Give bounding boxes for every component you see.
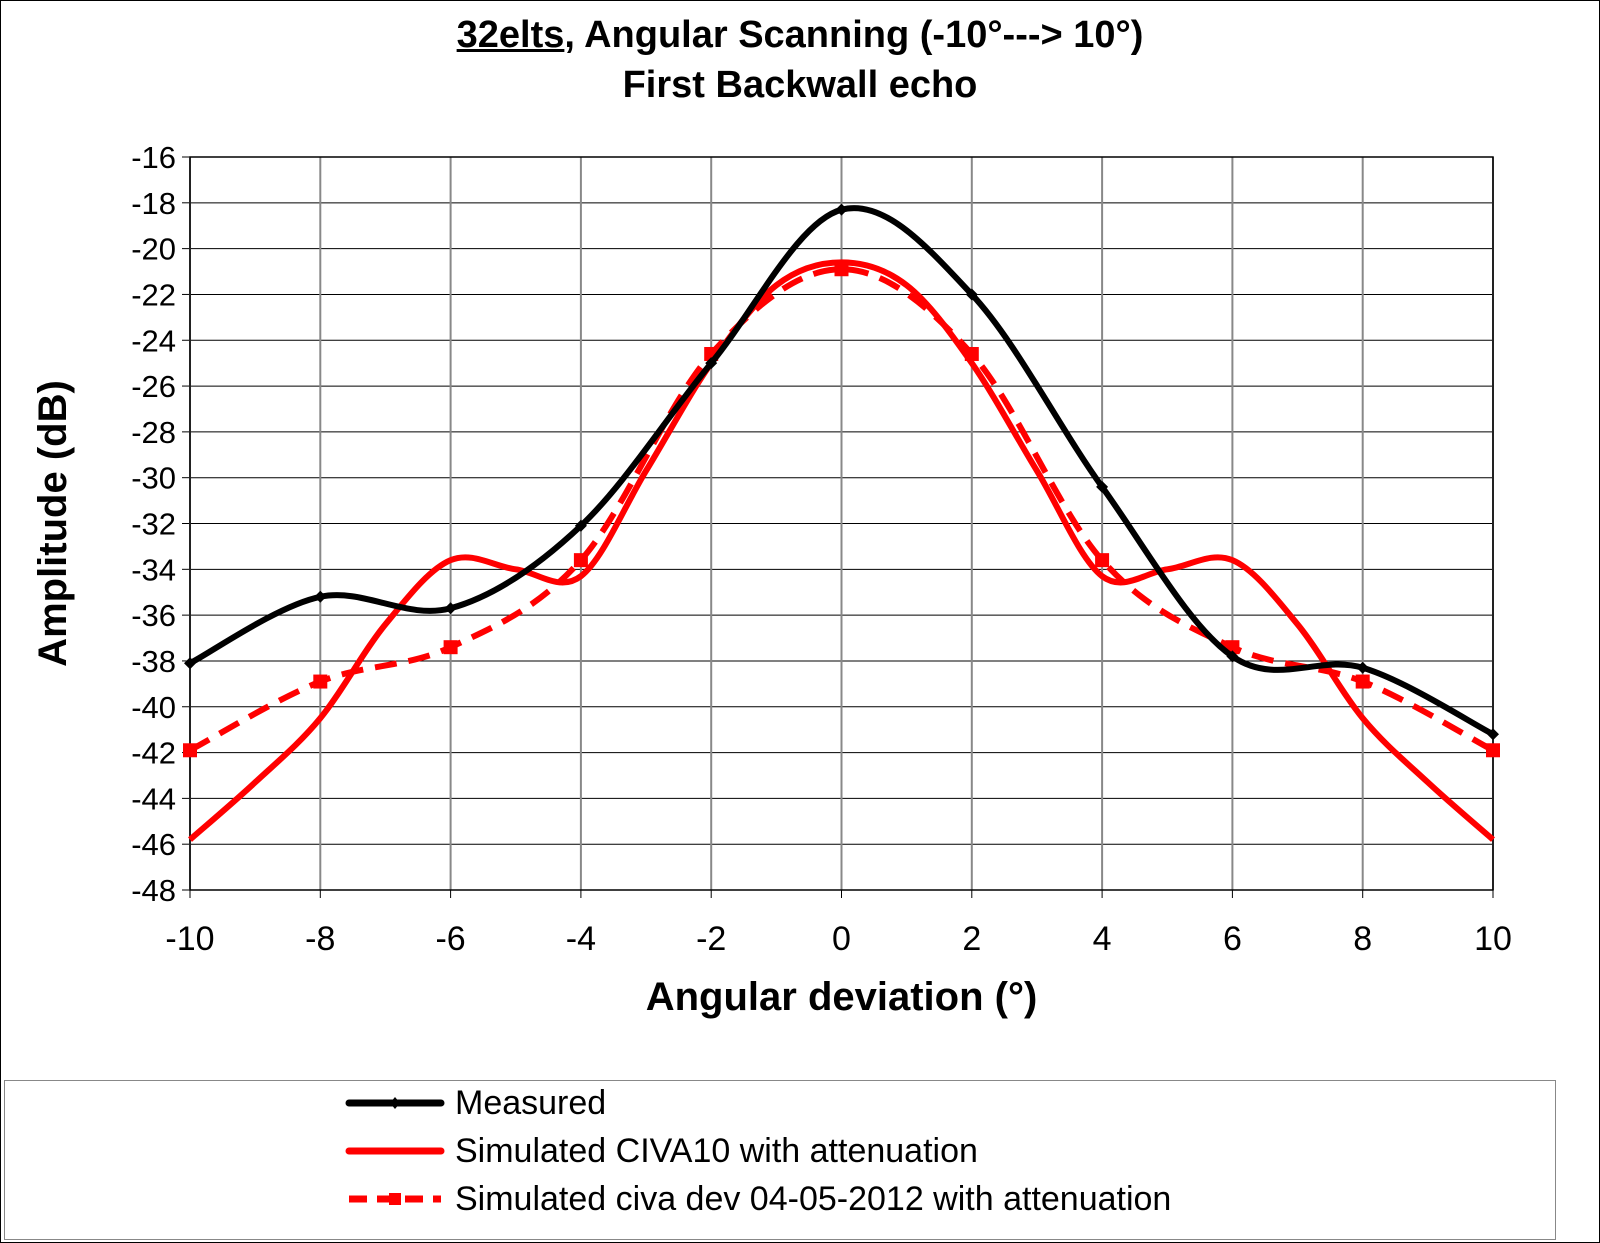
data-point-civa-dev <box>1486 743 1500 758</box>
legend: Measured Simulated CIVA10 with attenuati… <box>4 1080 1556 1240</box>
data-point-measured <box>314 590 327 603</box>
y-tick-label: -16 <box>131 140 176 175</box>
data-point-civa-dev <box>964 346 979 361</box>
y-tick-label: -18 <box>131 186 176 221</box>
data-point-civa-dev <box>183 743 197 758</box>
plot-area <box>189 156 1494 891</box>
data-point-measured <box>835 203 848 216</box>
x-tick-label: 4 <box>1093 920 1112 958</box>
data-point-civa-dev <box>1095 553 1110 568</box>
x-tick-label: 2 <box>962 920 981 958</box>
x-axis-label: Angular deviation (°) <box>646 975 1038 1019</box>
title-rest: , Angular Scanning (-10°---> 10°) <box>564 14 1144 56</box>
data-point-measured <box>444 602 457 615</box>
y-tick-label: -28 <box>131 415 176 450</box>
data-point-measured <box>705 357 718 370</box>
data-point-measured <box>184 657 196 670</box>
y-tick-label: -22 <box>131 277 176 312</box>
legend-swatch-civa10 <box>345 1147 445 1155</box>
x-tick-label: -8 <box>305 920 335 958</box>
y-axis-label: Amplitude (dB) <box>31 380 75 667</box>
x-tick-label: -2 <box>696 920 726 958</box>
data-point-civa-dev <box>834 262 849 277</box>
x-tick-label: 10 <box>1474 920 1512 958</box>
y-tick-label: -34 <box>131 552 176 587</box>
y-tick-label: -30 <box>131 461 176 496</box>
legend-label: Measured <box>455 1083 607 1122</box>
x-tick-label: -4 <box>566 920 596 958</box>
plot-svg: -16-18-20-22-24-26-28-30-32-34-36-38-40-… <box>31 140 1512 1019</box>
legend-label: Simulated CIVA10 with attenuation <box>455 1131 978 1170</box>
y-tick-label: -36 <box>131 598 176 633</box>
y-tick-label: -40 <box>131 690 176 725</box>
legend-item-civa-dev: Simulated civa dev 04-05-2012 with atten… <box>345 1177 1171 1221</box>
y-tick-label: -42 <box>131 736 176 771</box>
data-point-civa-dev <box>573 553 588 568</box>
y-tick-label: -38 <box>131 644 176 679</box>
chart-subtitle: First Backwall echo <box>622 64 978 106</box>
x-tick-label: -10 <box>165 920 214 958</box>
x-tick-label: 6 <box>1223 920 1242 958</box>
data-point-civa-dev <box>1355 674 1370 689</box>
data-point-civa-dev <box>443 640 458 655</box>
y-tick-label: -26 <box>131 369 176 404</box>
data-point-measured <box>1226 650 1239 663</box>
data-point-measured <box>1356 661 1369 674</box>
legend-swatch-measured <box>345 1097 445 1109</box>
x-tick-label: -6 <box>435 920 465 958</box>
data-point-civa-dev <box>313 674 328 689</box>
y-tick-label: -44 <box>131 781 176 816</box>
y-tick-label: -46 <box>131 827 176 862</box>
series-line-2 <box>188 266 1495 753</box>
legend-label: Simulated civa dev 04-05-2012 with atten… <box>455 1179 1172 1218</box>
x-tick-label: 8 <box>1353 920 1372 958</box>
title-underlined: 32elts <box>456 14 565 56</box>
chart-title: 32elts, Angular Scanning (-10°---> 10°) <box>0 14 1600 57</box>
y-tick-label: -32 <box>131 507 176 542</box>
data-point-measured <box>1487 728 1499 741</box>
x-tick-label: 0 <box>832 920 851 958</box>
legend-item-measured: Measured <box>345 1081 606 1125</box>
y-tick-label: -20 <box>131 232 176 267</box>
data-point-measured <box>1096 480 1109 493</box>
data-point-measured <box>965 288 978 301</box>
data-point-measured <box>574 519 587 532</box>
legend-item-civa10: Simulated CIVA10 with attenuation <box>345 1129 978 1173</box>
legend-swatch-civa-dev <box>349 1193 441 1205</box>
y-tick-label: -24 <box>131 323 176 358</box>
y-tick-label: -48 <box>131 873 176 908</box>
